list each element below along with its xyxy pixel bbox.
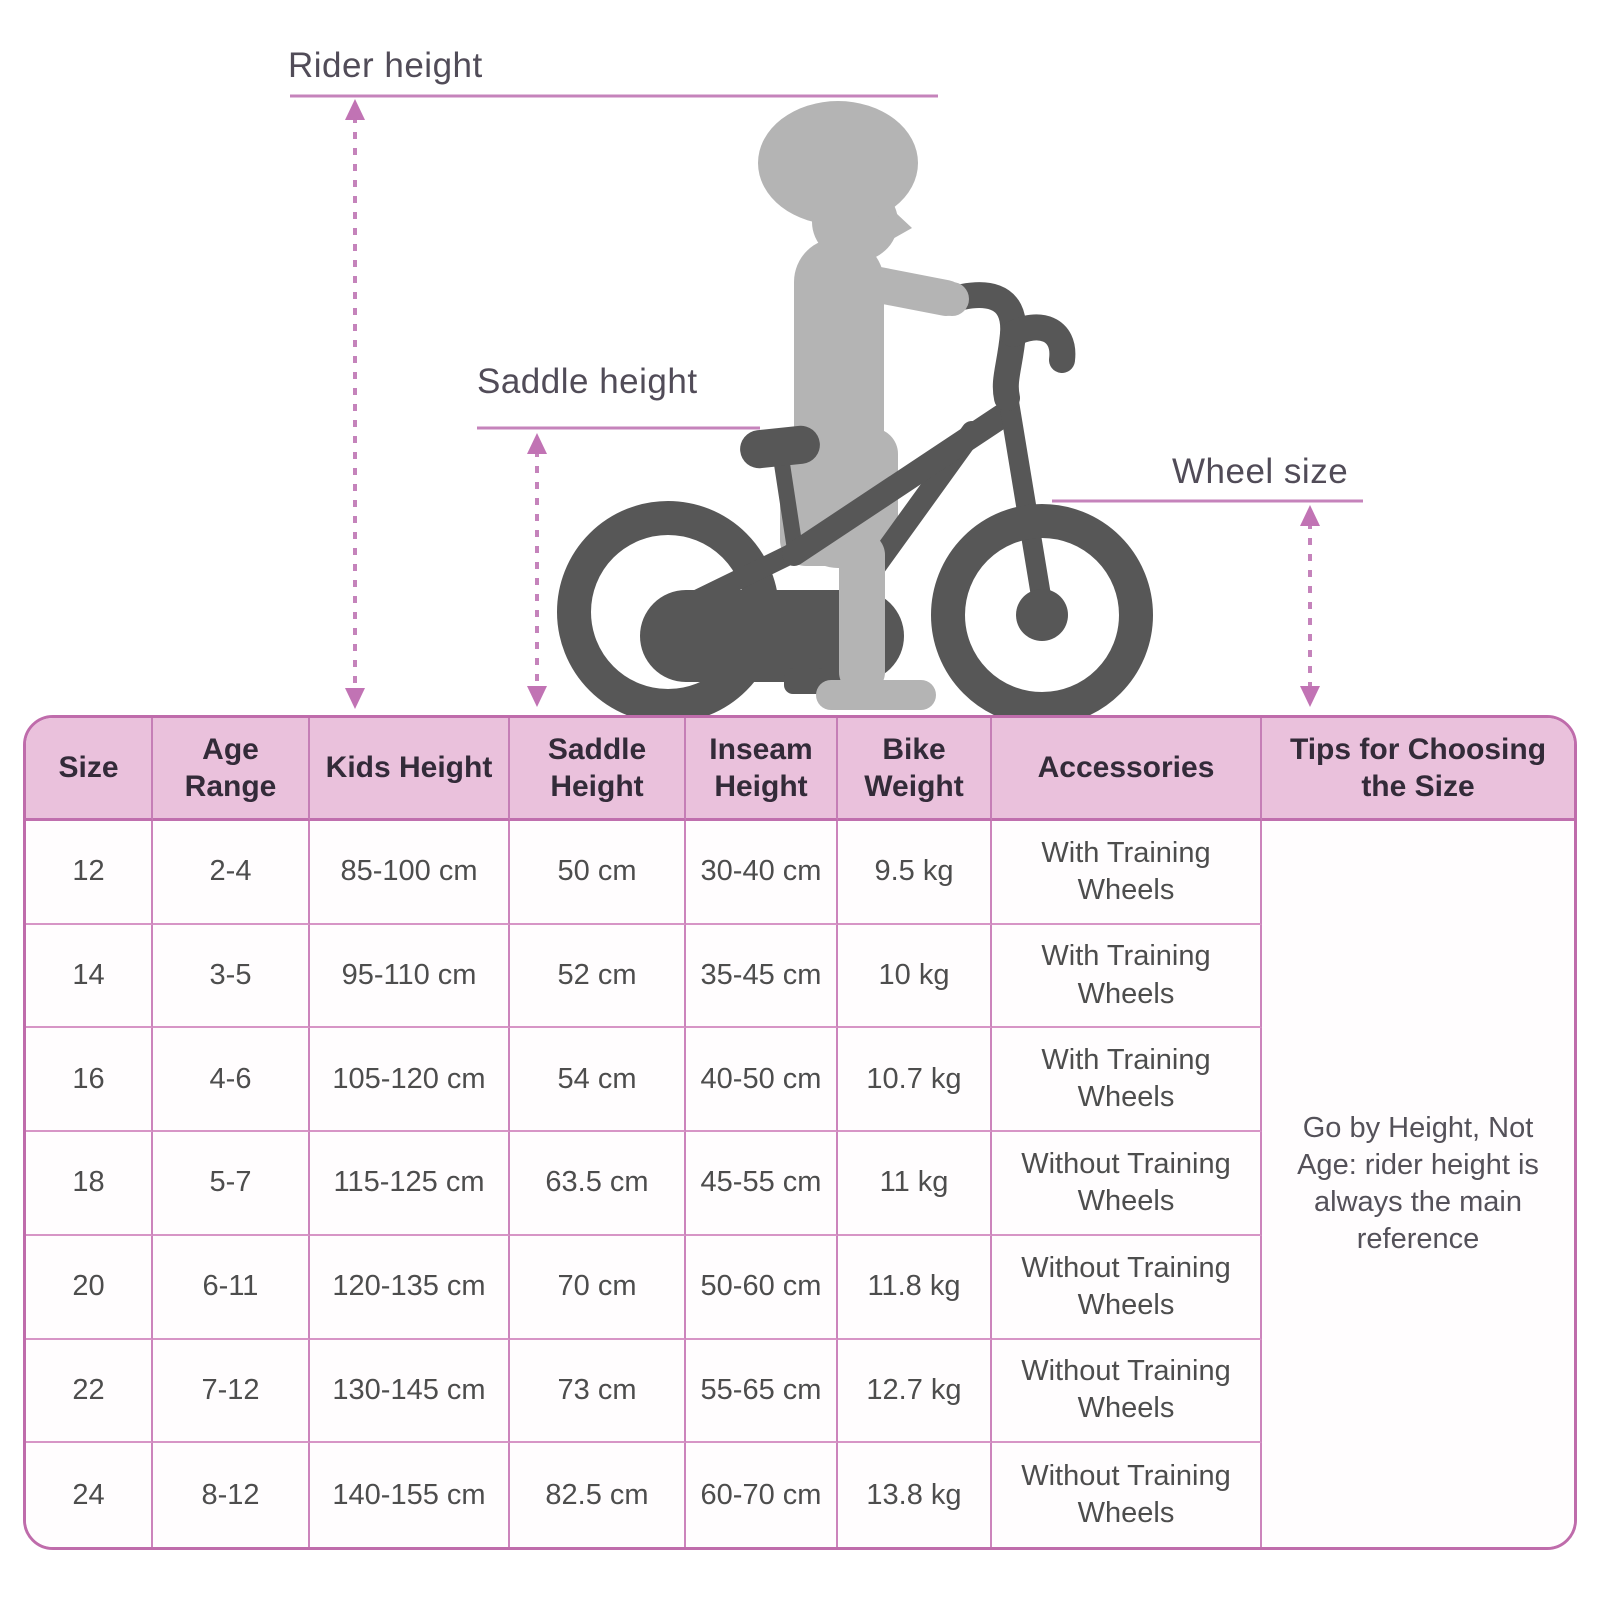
header-kids-height: Kids Height [310,718,510,821]
table-cell: 95-110 cm [310,924,510,1029]
saddle-icon [740,425,820,469]
table-cell: 10 kg [838,924,992,1029]
header-age-range: Age Range [153,718,310,821]
table-cell: 70 cm [510,1235,686,1340]
table-cell: 24 [26,1443,153,1547]
table-cell: 12.7 kg [838,1339,992,1444]
header-size: Size [26,718,153,821]
table-cell: 130-145 cm [310,1339,510,1444]
table-cell: 16 [26,1028,153,1133]
table-cell: With Training Wheels [992,924,1262,1029]
table-cell: With Training Wheels [992,1028,1262,1133]
table-cell: 11.8 kg [838,1235,992,1340]
table-cell: 20 [26,1235,153,1340]
header-accessories: Accessories [992,718,1262,821]
bike-size-table: Size Age Range Kids Height Saddle Height… [23,715,1577,1550]
header-tips: Tips for Choosing the Size [1262,718,1574,821]
table-cell: 2-4 [153,821,310,925]
child-front-parts [816,266,969,710]
table-cell: 63.5 cm [510,1132,686,1236]
header-bike-weight: Bike Weight [838,718,992,821]
table-cell: 7-12 [153,1339,310,1444]
table-cell: 40-50 cm [686,1028,838,1133]
wheel-size-label: Wheel size [1172,452,1349,491]
front-wheel-icon [931,504,1153,715]
bike-silhouette [557,282,1153,715]
pedal-icon [784,668,828,694]
table-cell: 82.5 cm [510,1443,686,1547]
table-cell: 50 cm [510,821,686,925]
table-cell: 85-100 cm [310,821,510,925]
tips-cell: Go by Height, Not Age: rider height is a… [1262,821,1574,1547]
table-cell: 60-70 cm [686,1443,838,1547]
table-cell: 8-12 [153,1443,310,1547]
rider-height-label: Rider height [288,46,483,85]
arrowheads [345,99,1320,709]
table-cell: 115-125 cm [310,1132,510,1236]
table-cell: 5-7 [153,1132,310,1236]
table-cell: 54 cm [510,1028,686,1133]
table-cell: Without Training Wheels [992,1443,1262,1547]
chain-guard-icon [640,590,904,682]
header-saddle-height: Saddle Height [510,718,686,821]
table-cell: 50-60 cm [686,1235,838,1340]
table-cell: With Training Wheels [992,821,1262,925]
saddle-height-label: Saddle height [477,362,698,401]
table-cell: 45-55 cm [686,1132,838,1236]
table-cell: Without Training Wheels [992,1339,1262,1444]
header-inseam-height: Inseam Height [686,718,838,821]
table-cell: 55-65 cm [686,1339,838,1444]
table-cell: Without Training Wheels [992,1132,1262,1236]
table-cell: 105-120 cm [310,1028,510,1133]
table-cell: 12 [26,821,153,925]
table-cell: 73 cm [510,1339,686,1444]
table-cell: 6-11 [153,1235,310,1340]
helmet-icon [758,101,918,225]
measurement-lines [290,94,1363,692]
bike-measurement-diagram: Rider height Saddle height Wheel size [0,0,1600,715]
table-cell: 10.7 kg [838,1028,992,1133]
table-cell: 35-45 cm [686,924,838,1029]
table-cell: 140-155 cm [310,1443,510,1547]
table-cell: 13.8 kg [838,1443,992,1547]
hand-icon [935,282,969,316]
shoe-icon [816,680,936,710]
table-cell: 30-40 cm [686,821,838,925]
table-cell: 3-5 [153,924,310,1029]
table-cell: 22 [26,1339,153,1444]
table-cell: 120-135 cm [310,1235,510,1340]
table-cell: Without Training Wheels [992,1235,1262,1340]
table-cell: 4-6 [153,1028,310,1133]
table-cell: 11 kg [838,1132,992,1236]
bike-and-child-illustration [290,94,1363,715]
table-cell: 18 [26,1132,153,1236]
table-cell: 9.5 kg [838,821,992,925]
table-cell: 14 [26,924,153,1029]
table-cell: 52 cm [510,924,686,1029]
